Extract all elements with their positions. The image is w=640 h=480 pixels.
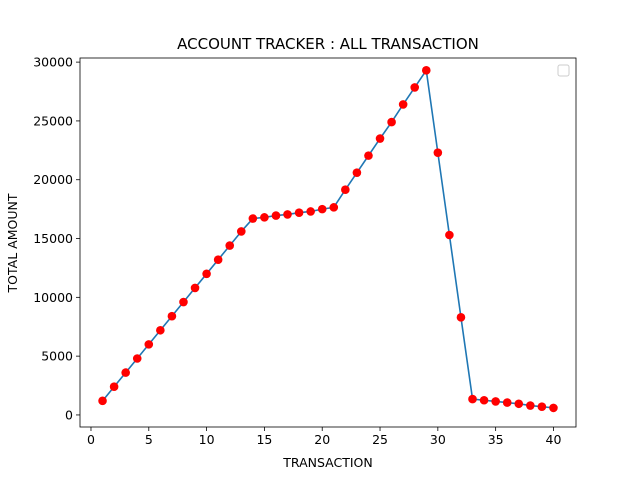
data-point bbox=[260, 213, 269, 222]
x-tick-label: 35 bbox=[488, 432, 504, 447]
y-tick-label: 5000 bbox=[41, 349, 73, 364]
plot-area: 0 5 10 15 20 25 30 35 40 0 5000 10000 15000 20000 2500… bbox=[33, 55, 577, 447]
x-tick-label: 20 bbox=[314, 432, 330, 447]
data-point bbox=[225, 241, 235, 250]
data-point bbox=[479, 395, 489, 405]
data-point bbox=[190, 283, 200, 293]
legend-box bbox=[557, 64, 570, 77]
data-point bbox=[433, 148, 443, 157]
data-point bbox=[514, 399, 524, 409]
data-point bbox=[410, 83, 420, 92]
series-line bbox=[101, 69, 554, 409]
data-point bbox=[329, 203, 339, 212]
x-axis-label: TRANSACTION bbox=[282, 455, 372, 470]
data-point bbox=[549, 403, 558, 413]
data-point bbox=[306, 207, 315, 216]
data-point bbox=[248, 214, 258, 223]
data-point bbox=[109, 382, 119, 392]
x-tick-label: 30 bbox=[430, 432, 446, 447]
data-point bbox=[468, 394, 477, 404]
data-point bbox=[491, 397, 500, 406]
y-tick-label: 20000 bbox=[33, 172, 73, 187]
data-point bbox=[421, 66, 431, 75]
data-point bbox=[132, 354, 142, 363]
data-point bbox=[317, 204, 327, 214]
data-point bbox=[156, 325, 165, 335]
data-point bbox=[456, 313, 466, 322]
chart-title: ACCOUNT TRACKER : ALL TRANSACTION bbox=[177, 35, 479, 53]
data-point bbox=[236, 227, 246, 236]
data-point bbox=[98, 396, 107, 406]
y-tick-label: 15000 bbox=[33, 231, 73, 246]
x-tick-label: 15 bbox=[256, 432, 272, 447]
data-point bbox=[341, 185, 350, 195]
data-point bbox=[167, 311, 177, 321]
x-tick-label: 5 bbox=[145, 432, 153, 447]
data-point bbox=[387, 117, 396, 127]
y-axis-label: TOTAL AMOUNT bbox=[5, 193, 20, 293]
data-point bbox=[398, 100, 408, 109]
x-tick-label: 25 bbox=[372, 432, 388, 447]
data-point bbox=[502, 398, 512, 407]
x-tick-label: 40 bbox=[546, 432, 562, 447]
axes-frame bbox=[79, 57, 577, 428]
data-point bbox=[179, 297, 188, 307]
data-point bbox=[294, 208, 304, 217]
x-tick-label: 10 bbox=[199, 432, 215, 447]
data-point bbox=[364, 151, 373, 160]
data-point bbox=[283, 210, 292, 219]
data-point bbox=[537, 402, 547, 412]
y-tick-label: 30000 bbox=[33, 55, 73, 70]
data-point bbox=[271, 211, 281, 220]
data-point bbox=[213, 255, 223, 264]
data-point bbox=[121, 368, 130, 377]
data-point bbox=[445, 230, 454, 240]
data-point bbox=[202, 269, 211, 279]
y-tick-label: 0 bbox=[65, 407, 73, 422]
data-point bbox=[375, 134, 385, 143]
data-point bbox=[352, 168, 362, 177]
y-tick-label: 25000 bbox=[33, 113, 73, 128]
data-point bbox=[526, 401, 535, 410]
y-tick-label: 10000 bbox=[33, 290, 73, 305]
x-tick-label: 0 bbox=[87, 432, 95, 447]
data-point bbox=[144, 340, 154, 349]
